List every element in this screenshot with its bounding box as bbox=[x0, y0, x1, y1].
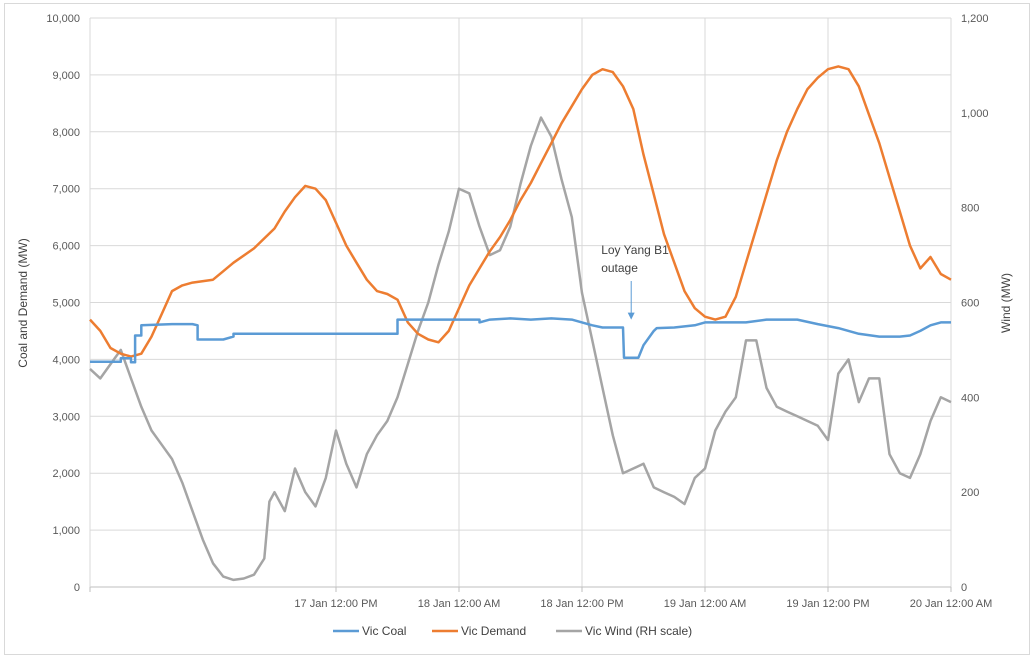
y-axis-left-ticks: 0 1,000 2,000 3,000 4,000 5,000 6,000 7,000 8,00… bbox=[46, 13, 80, 594]
y-left-tick-label: 6,000 bbox=[52, 241, 80, 253]
x-tick-label: 19 Jan 12:00 AM bbox=[664, 598, 747, 610]
series-line-vic-demand bbox=[89, 65, 952, 358]
y-right-tick-label: 0 bbox=[961, 582, 967, 594]
axes bbox=[89, 18, 951, 588]
legend-label-vic-wind-rh-scale: Vic Wind (RH scale) bbox=[585, 624, 692, 638]
y-left-tick-label: 2,000 bbox=[52, 468, 80, 480]
legend-label-vic-demand: Vic Demand bbox=[461, 624, 526, 638]
y-left-tick-label: 8,000 bbox=[52, 127, 80, 139]
y-left-tick-label: 0 bbox=[74, 582, 80, 594]
y-right-tick-label: 600 bbox=[961, 298, 979, 310]
x-axis-ticks: 17 Jan 12:00 PM 18 Jan 12:00 AM 18 Jan 12:… bbox=[89, 587, 993, 610]
y-right-tick-label: 1,000 bbox=[961, 108, 989, 120]
series-line-vic-coal bbox=[90, 317, 951, 364]
y-axis-right-ticks: 0 200 400 600 800 1,000 1,200 bbox=[961, 13, 989, 594]
annotation: Loy Yang B1 outage bbox=[601, 243, 669, 320]
y-left-tick-label: 1,000 bbox=[52, 525, 80, 537]
y-right-tick-label: 400 bbox=[961, 392, 979, 404]
y-right-tick-label: 200 bbox=[961, 487, 979, 499]
y-left-tick-label: 3,000 bbox=[52, 411, 80, 423]
x-tick-label: 19 Jan 12:00 PM bbox=[786, 598, 869, 610]
legend: Vic Coal Vic Demand Vic Wind (RH scale) bbox=[333, 624, 692, 638]
x-tick-label: 18 Jan 12:00 AM bbox=[418, 598, 501, 610]
gridlines bbox=[90, 17, 952, 588]
annotation-text-line-1: Loy Yang B1 bbox=[601, 243, 669, 257]
chart-frame bbox=[4, 3, 1030, 655]
y-axis-left-title: Coal and Demand (MW) bbox=[16, 238, 30, 367]
x-tick-label: 17 Jan 12:00 PM bbox=[294, 598, 377, 610]
x-tick-label: 20 Jan 12:00 AM bbox=[910, 598, 993, 610]
y-left-tick-label: 7,000 bbox=[52, 184, 80, 196]
series-line-vic-wind-rh-scale bbox=[89, 116, 952, 582]
y-left-tick-label: 4,000 bbox=[52, 354, 80, 366]
y-left-tick-label: 9,000 bbox=[52, 70, 80, 82]
x-tick-label: 18 Jan 12:00 PM bbox=[540, 598, 623, 610]
annotation-text-line-2: outage bbox=[601, 261, 638, 275]
y-axis-right-title: Wind (MW) bbox=[999, 273, 1013, 333]
y-right-tick-label: 1,200 bbox=[961, 13, 989, 25]
y-left-tick-label: 10,000 bbox=[46, 13, 80, 25]
series-lines bbox=[89, 65, 952, 582]
y-right-tick-label: 800 bbox=[961, 203, 979, 215]
legend-label-vic-coal: Vic Coal bbox=[362, 624, 406, 638]
y-left-tick-label: 5,000 bbox=[52, 298, 80, 310]
annotation-arrowhead bbox=[627, 312, 635, 320]
